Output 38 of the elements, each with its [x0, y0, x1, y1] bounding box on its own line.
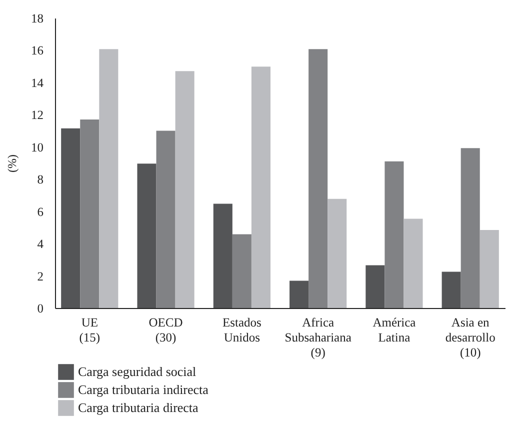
bar: [290, 280, 309, 308]
y-tick-label: 6: [37, 204, 44, 219]
bar: [80, 120, 100, 308]
bar: [366, 265, 385, 308]
bar: [442, 272, 461, 308]
y-axis-title: (%): [5, 154, 19, 172]
bar: [137, 164, 156, 308]
legend-label: Carga tributaria directa: [78, 400, 199, 415]
y-tick-label: 14: [31, 76, 44, 90]
bar: [175, 71, 194, 308]
y-tick-label: 2: [37, 269, 44, 284]
y-tick-label: 10: [31, 140, 44, 154]
bar: [213, 204, 232, 308]
bar: [251, 66, 270, 308]
bar: [384, 161, 404, 308]
x-tick-label: Estados Unidos: [222, 316, 262, 344]
bar: [308, 49, 328, 308]
x-tick-label: América Latina: [372, 316, 416, 344]
y-tick-label: 8: [37, 172, 44, 187]
x-tick-label: OECD (30): [148, 316, 183, 344]
x-tick-label: UE (15): [79, 316, 100, 344]
y-tick-label: 12: [31, 108, 44, 122]
legend-label: Carga tributaria indirecta: [78, 382, 209, 397]
bar: [404, 218, 423, 308]
bar: [61, 128, 80, 308]
bar: [232, 234, 252, 308]
bar: [328, 198, 347, 308]
y-tick-label: 0: [37, 302, 44, 316]
bar: [99, 49, 118, 308]
x-tick-label: Africa Subsahariana (9): [284, 316, 352, 360]
legend-label: Carga seguridad social: [78, 364, 197, 379]
y-tick-label: 16: [31, 44, 44, 58]
y-tick-label: 18: [31, 12, 44, 26]
bar: [460, 148, 480, 308]
bar: [480, 230, 499, 308]
bar: [156, 130, 176, 308]
y-tick-label: 4: [37, 237, 44, 252]
x-tick-label: Asia en desarrollo (10): [445, 316, 496, 360]
